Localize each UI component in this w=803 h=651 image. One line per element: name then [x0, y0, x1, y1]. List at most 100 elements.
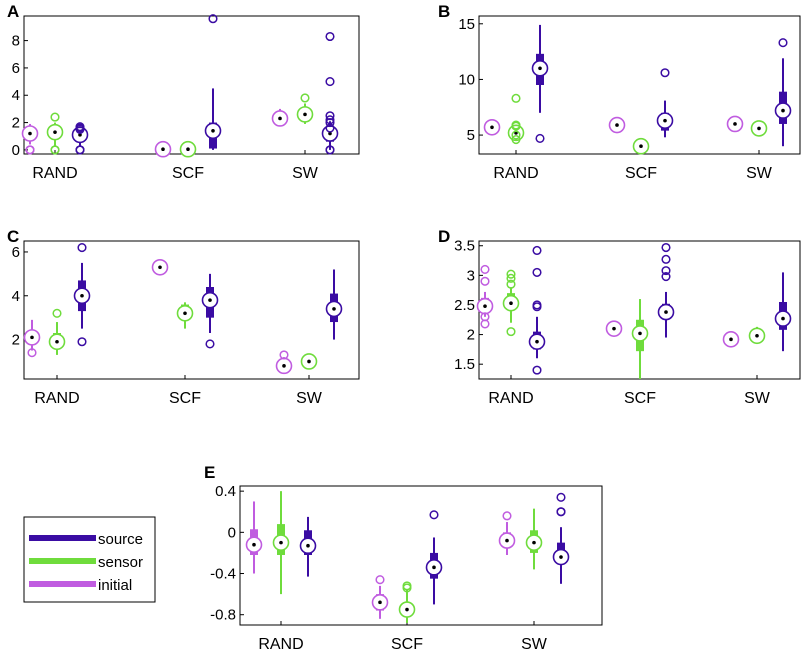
median-dot [505, 538, 509, 543]
box-scf-source [425, 510, 443, 605]
box-sw-source [774, 272, 792, 352]
outlier-point [27, 348, 37, 358]
box-rand-sensor [507, 93, 525, 145]
box-sw-initial [275, 350, 293, 375]
panel-label: A [7, 2, 19, 21]
outlier-point [511, 134, 521, 145]
outlier-point [300, 93, 310, 103]
median-dot [158, 265, 162, 270]
y-tick-label: 3.5 [454, 238, 475, 255]
outlier-point [325, 77, 335, 87]
median-dot [303, 112, 307, 117]
box-sw-source [774, 38, 792, 147]
panel-E: E -0.8 -0.4 0 0.4 RAND SCF SW [204, 463, 603, 651]
median-dot [78, 133, 82, 137]
median-dot [733, 122, 737, 126]
median-dot [757, 126, 761, 131]
y-tick-label: 3 [467, 267, 475, 284]
x-tick-label: SCF [391, 636, 423, 651]
box-rand-sensor [502, 269, 520, 337]
median-dot [532, 540, 536, 545]
outlier-point [511, 120, 521, 130]
outlier-point [532, 302, 542, 312]
outlier-point [532, 365, 542, 375]
median-dot [307, 359, 311, 364]
median-dot [639, 144, 643, 149]
y-tick-label: 0 [228, 524, 236, 541]
outlier-point [402, 583, 412, 593]
outlier-point [480, 276, 490, 286]
outlier-point [660, 68, 670, 78]
box-sw-initial [726, 115, 744, 133]
median-dot [186, 147, 190, 152]
box-sw-initial [271, 108, 289, 127]
median-dot [378, 600, 382, 605]
box-scf-sensor [631, 299, 649, 379]
y-tick-label: 15 [458, 16, 475, 33]
median-dot [332, 307, 336, 311]
outlier-point [75, 122, 85, 132]
y-tick-label: 1.5 [454, 356, 475, 373]
panel-label: C [7, 227, 19, 246]
outlier-point [325, 31, 335, 42]
x-tick-label: SW [744, 390, 771, 407]
y-tick-label: 6 [12, 244, 20, 261]
outlier-point [506, 327, 516, 337]
x-tick-label: RAND [258, 636, 303, 651]
median-dot [538, 66, 542, 71]
median-dot [80, 293, 84, 298]
median-dot [278, 116, 282, 121]
median-dot [509, 301, 513, 305]
box-rand-initial [245, 501, 263, 574]
legend-label-source: source [98, 531, 143, 548]
median-dot [183, 311, 187, 316]
box-rand-source [299, 516, 317, 577]
box-sw-initial [498, 511, 516, 555]
x-tick-label: SW [521, 636, 548, 651]
outlier-point [556, 492, 566, 502]
median-dot [663, 118, 667, 123]
outlier-point [77, 337, 87, 347]
outlier-point [661, 242, 671, 253]
median-dot [612, 326, 616, 331]
box-scf-initial [371, 575, 389, 619]
panel-D: D 1.5 2 2.5 3 3.5 RAND SCF SW [438, 227, 801, 407]
box-sw-source [321, 31, 339, 155]
box-rand-sensor [48, 308, 66, 355]
outlier-point [429, 510, 439, 520]
box-rand-source [73, 243, 91, 347]
median-dot [55, 339, 59, 344]
box-rand-sensor [272, 491, 290, 595]
y-tick-label: 2 [467, 327, 475, 344]
plot-frame [23, 240, 360, 380]
outlier-point [661, 254, 671, 264]
legend-label-sensor: sensor [98, 554, 143, 571]
median-dot [405, 607, 409, 612]
box-sw-sensor [525, 508, 543, 570]
box-rand-sensor [46, 112, 64, 155]
legend-label-initial: initial [98, 577, 132, 594]
box-scf-initial [154, 140, 172, 158]
y-tick-label: 0 [12, 142, 20, 159]
x-tick-label: SW [746, 165, 773, 182]
y-tick-label: 0.4 [215, 483, 236, 500]
outlier-point [325, 118, 335, 128]
y-tick-label: 4 [12, 87, 20, 104]
median-dot [30, 335, 34, 340]
outlier-point [208, 14, 218, 24]
x-tick-label: SCF [169, 390, 201, 407]
box-scf-source [201, 273, 219, 349]
x-tick-label: SW [292, 165, 319, 182]
outlier-point [480, 319, 490, 329]
y-tick-label: 2.5 [454, 297, 475, 314]
y-tick-label: 4 [12, 288, 20, 305]
y-tick-label: 8 [12, 33, 20, 50]
outlier-point [661, 266, 671, 276]
outlier-point [205, 339, 215, 349]
median-dot [161, 147, 165, 152]
box-rand-initial [21, 123, 39, 155]
median-dot [53, 130, 57, 134]
y-tick-label: 2 [12, 115, 20, 132]
outlier-point [279, 350, 289, 360]
outlier-point [480, 264, 490, 274]
